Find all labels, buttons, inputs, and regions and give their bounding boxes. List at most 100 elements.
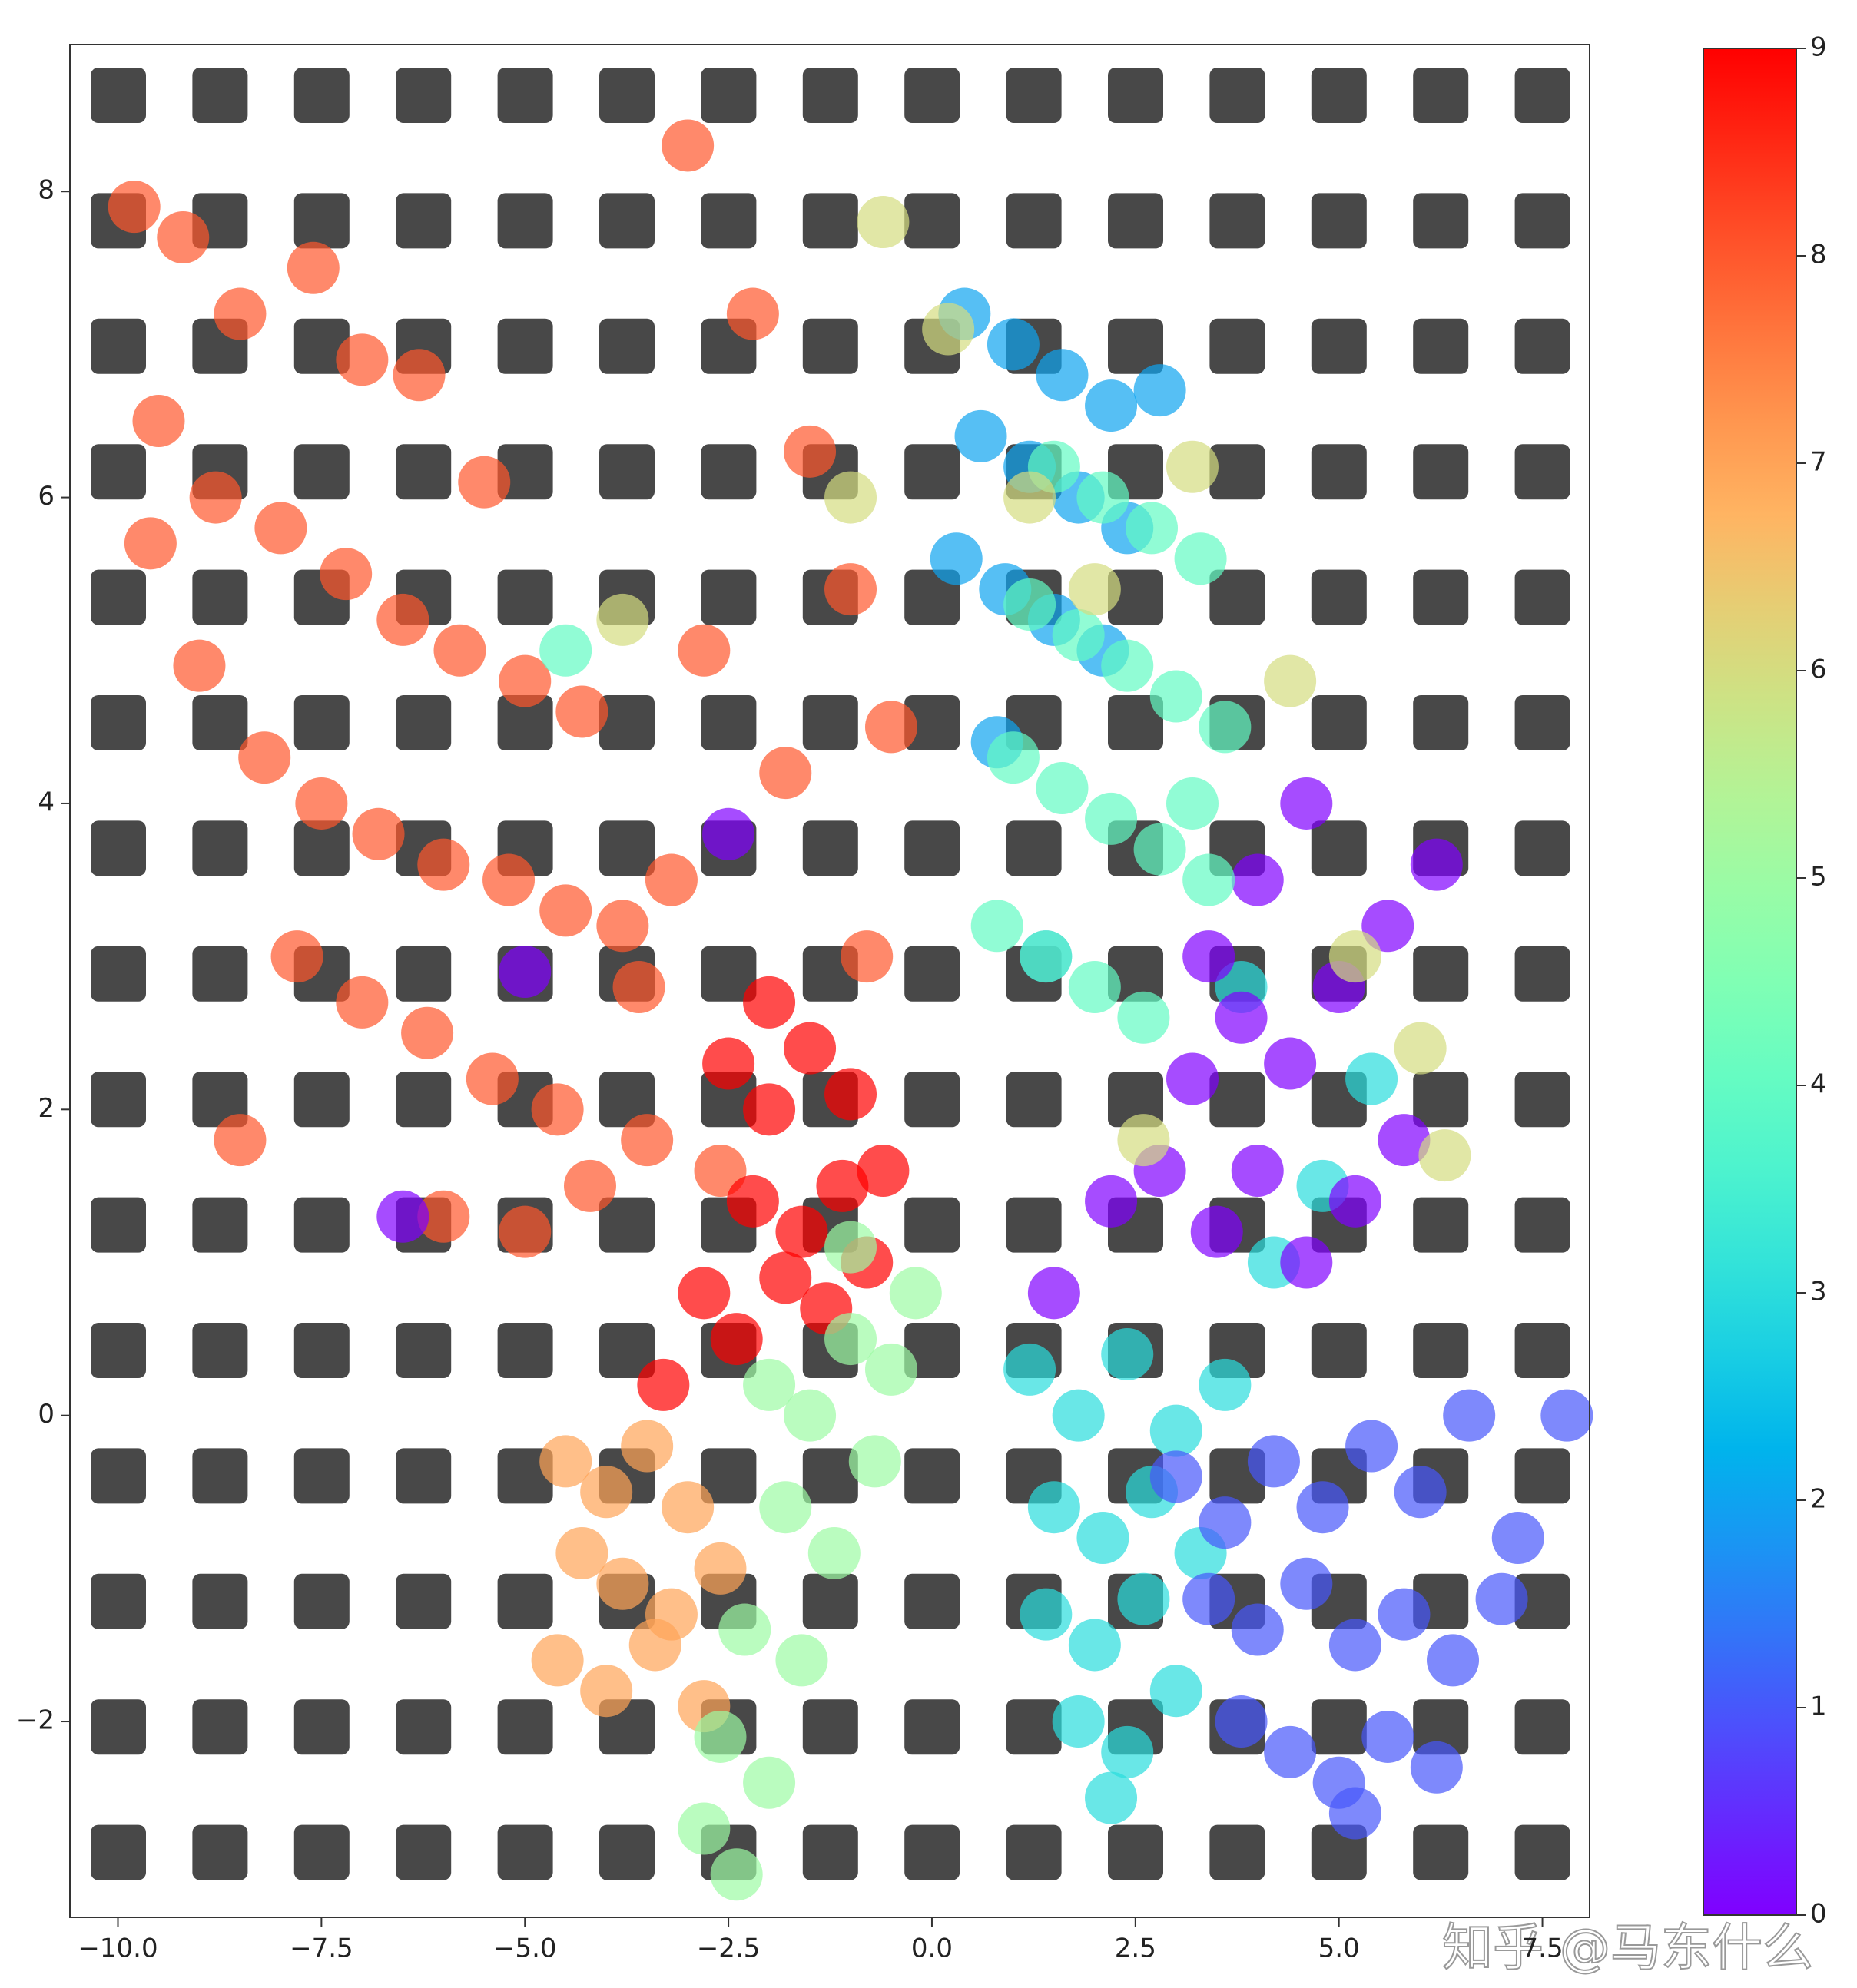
point <box>1101 639 1154 692</box>
x-tick-label: 0.0 <box>911 1933 953 1964</box>
point <box>1296 1481 1349 1534</box>
thumbnail <box>192 1197 248 1253</box>
point <box>1003 1343 1056 1396</box>
point <box>531 1083 584 1136</box>
thumbnail <box>1006 1072 1062 1128</box>
thumbnail <box>293 820 350 876</box>
thumbnail <box>192 569 248 625</box>
thumbnail <box>91 1573 146 1629</box>
thumbnail <box>497 1448 553 1504</box>
point <box>1149 1404 1202 1457</box>
point <box>1068 563 1121 616</box>
point <box>1068 960 1121 1013</box>
point <box>539 1435 592 1488</box>
thumbnail <box>904 1323 960 1378</box>
point <box>1231 1603 1284 1656</box>
thumbnail <box>396 1323 452 1378</box>
point <box>1117 1572 1170 1625</box>
point <box>1328 930 1381 983</box>
thumbnail <box>1413 569 1469 625</box>
point <box>254 502 307 555</box>
thumbnail <box>293 318 350 374</box>
point <box>1076 1512 1129 1565</box>
thumbnail <box>192 1072 248 1128</box>
point <box>726 1175 779 1228</box>
point <box>482 853 536 906</box>
point <box>1190 1205 1243 1258</box>
point <box>1410 1741 1463 1794</box>
thumbnail <box>497 318 553 374</box>
thumbnail <box>91 569 146 625</box>
thumbnail <box>293 695 350 750</box>
colorbar-tick-label: 4 <box>1810 1069 1827 1100</box>
thumbnail <box>904 695 960 750</box>
point <box>621 1420 674 1473</box>
point <box>1345 1420 1398 1473</box>
thumbnail <box>1311 318 1367 374</box>
point <box>694 1144 747 1197</box>
point <box>718 1603 771 1656</box>
point <box>295 777 348 830</box>
point <box>539 624 592 677</box>
point <box>743 1358 796 1411</box>
thumbnail <box>701 695 757 750</box>
point <box>320 548 373 601</box>
thumbnail <box>293 1197 350 1253</box>
point <box>499 946 552 999</box>
point <box>784 1389 837 1442</box>
thumbnail <box>192 946 248 1002</box>
thumbnail <box>192 1573 248 1629</box>
point <box>726 287 779 340</box>
thumbnail <box>904 820 960 876</box>
thumbnail <box>192 820 248 876</box>
point <box>1166 777 1219 830</box>
point <box>1182 1572 1235 1625</box>
thumbnail <box>904 946 960 1002</box>
point <box>1410 838 1463 891</box>
thumbnail <box>1514 444 1570 500</box>
point <box>1199 1496 1252 1549</box>
thumbnail <box>293 1699 350 1755</box>
point <box>555 1526 608 1579</box>
point <box>710 1848 763 1901</box>
point <box>417 1190 470 1243</box>
point <box>580 1466 633 1519</box>
point <box>1117 991 1170 1044</box>
point <box>1247 1435 1300 1488</box>
point <box>1394 1022 1447 1075</box>
point <box>1199 701 1252 754</box>
point <box>1199 1358 1252 1411</box>
x-tick-label: 5.0 <box>1318 1933 1360 1964</box>
point <box>287 241 340 294</box>
point <box>662 119 715 172</box>
thumbnail <box>91 68 146 123</box>
point <box>637 1358 690 1411</box>
point <box>857 196 910 249</box>
thumbnail <box>1311 444 1367 500</box>
thumbnail <box>293 444 350 500</box>
thumbnail <box>802 1573 858 1629</box>
point <box>132 394 185 447</box>
x-tick-label: −10.0 <box>78 1933 158 1964</box>
thumbnail <box>293 193 350 249</box>
thumbnail <box>497 68 553 123</box>
thumbnail <box>802 1448 858 1504</box>
colorbar-tick-label: 6 <box>1810 654 1827 685</box>
thumbnail <box>802 695 858 750</box>
x-tick-label: 7.5 <box>1522 1933 1564 1964</box>
point <box>499 1205 552 1258</box>
thumbnail <box>1514 1197 1570 1253</box>
point <box>376 593 429 646</box>
point <box>816 1159 869 1212</box>
thumbnail <box>1311 193 1367 249</box>
point <box>1085 1175 1138 1228</box>
thumbnail <box>802 193 858 249</box>
watermark: 知乎 @马东什么 <box>1442 1918 1813 1977</box>
point <box>1149 1665 1202 1718</box>
thumbnail <box>396 1072 452 1128</box>
colorbar-tick-label: 5 <box>1810 862 1827 893</box>
thumbnail <box>904 193 960 249</box>
point <box>270 930 323 983</box>
thumbnail <box>192 68 248 123</box>
plot-frame <box>69 44 1590 1918</box>
